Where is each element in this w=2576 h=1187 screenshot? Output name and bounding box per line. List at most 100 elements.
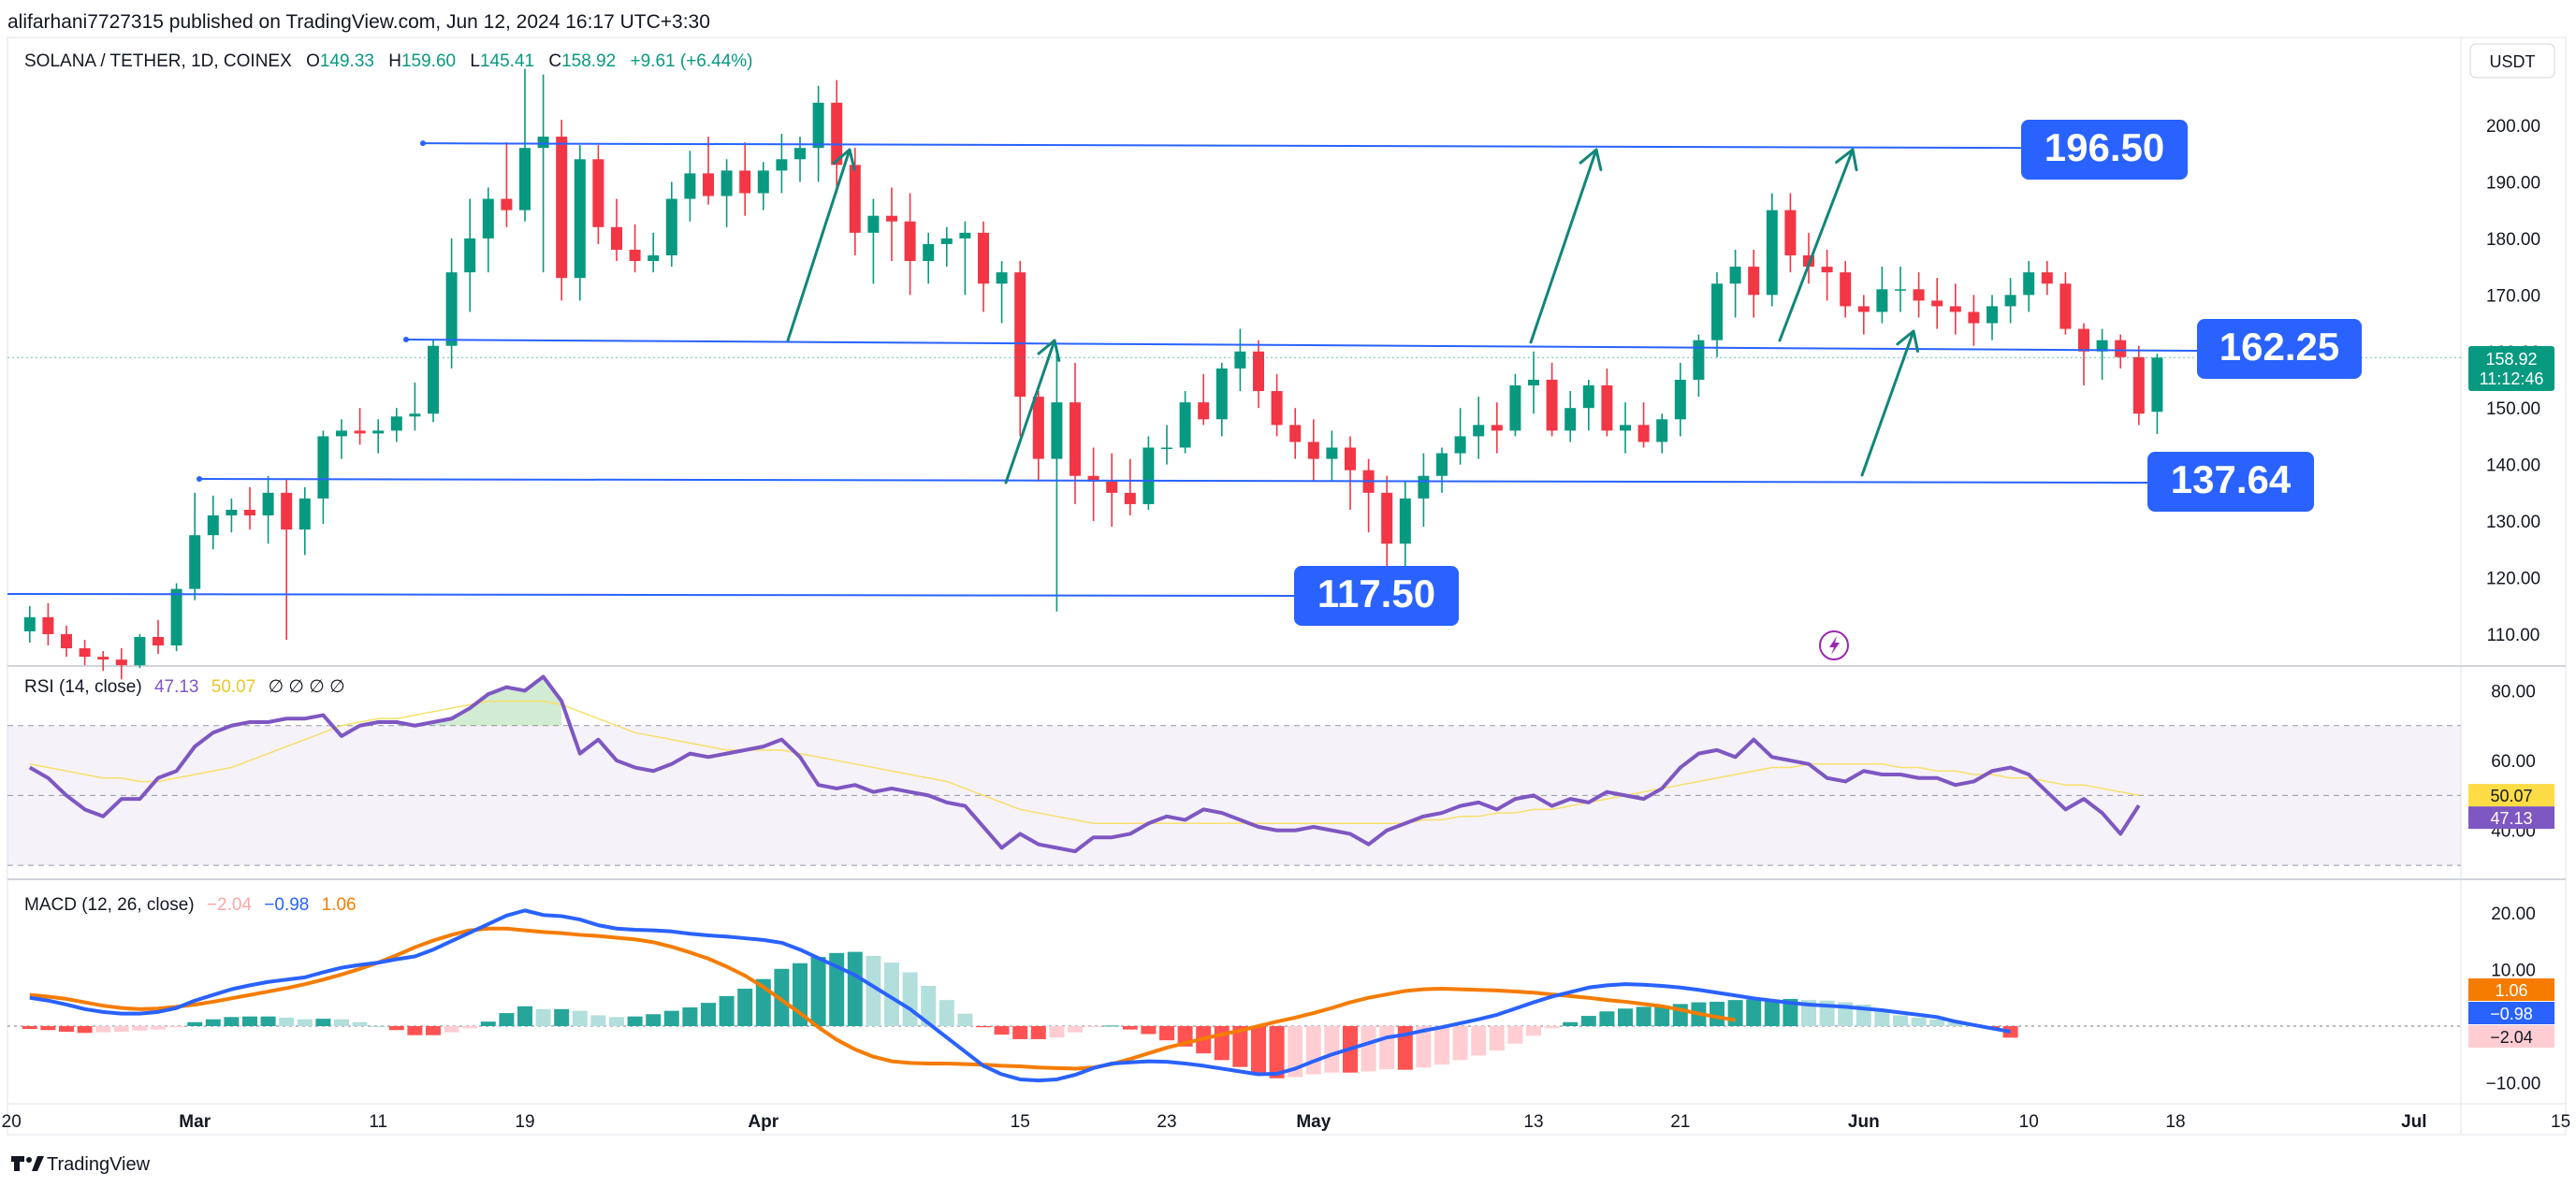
candle (923, 232, 935, 284)
candle-body (1399, 498, 1411, 544)
candle-body (464, 238, 476, 273)
rsi-ma-tag-text: 50.07 (2490, 787, 2532, 805)
candle (574, 145, 586, 301)
tradingview-logo: TradingView (11, 1154, 151, 1175)
macd-histogram-bar (1489, 1026, 1505, 1051)
candle (1491, 402, 1503, 454)
candle-body (1949, 306, 1961, 312)
trend-arrow (1778, 148, 1858, 342)
macd-histogram-bar (810, 957, 826, 1026)
candle-body (1345, 447, 1356, 470)
time-tick-label: May (1296, 1112, 1331, 1132)
candle (1748, 249, 1760, 318)
candle-body (79, 648, 91, 658)
svg-text:SOLANA / TETHER, 1D, COINEX: SOLANA / TETHER, 1D, COINEX O149.33 H159… (24, 51, 753, 71)
macd-signal-tag-box (2468, 978, 2554, 1001)
candle-body (978, 232, 989, 284)
macd-histogram-bar (829, 952, 845, 1026)
candle-body (1509, 385, 1521, 431)
candle (537, 74, 549, 273)
macd-histogram-bar (572, 1010, 588, 1026)
candle (2004, 278, 2016, 324)
candle-body (629, 249, 641, 262)
candle (390, 408, 402, 442)
macd-histogram-bar (627, 1016, 643, 1026)
candle (115, 648, 127, 680)
candle (2132, 345, 2145, 426)
level-line-117 (7, 593, 1295, 597)
currency-button[interactable]: USDT (2469, 43, 2555, 79)
macd-histogram-bar (113, 1026, 129, 1033)
macd-histogram-bar (315, 1019, 331, 1026)
candle (886, 187, 897, 262)
candle (1968, 295, 1980, 346)
candle-body (189, 535, 201, 589)
candle (1106, 453, 1118, 528)
lightning-icon[interactable] (1819, 630, 1849, 660)
candle (1307, 419, 1319, 482)
candle (2078, 323, 2089, 386)
candle-body (720, 170, 733, 196)
candle (336, 419, 347, 459)
candle-body (923, 243, 935, 262)
candle (207, 495, 219, 550)
candle-body (904, 221, 916, 262)
macd-histogram-bar (1305, 1026, 1321, 1075)
rsi-value: 47.13 (154, 677, 199, 697)
candle (317, 430, 329, 525)
trend-arrows (786, 148, 1920, 485)
macd-histogram-bar (1874, 1009, 1890, 1026)
macd-histogram-bar (407, 1026, 423, 1035)
candle-body (1014, 272, 1026, 398)
candle-body (1784, 210, 1797, 256)
candle (1729, 249, 1741, 318)
macd-histogram-bar (260, 1016, 276, 1026)
arrow-shaft (1529, 148, 1598, 344)
candle (1949, 283, 1961, 335)
candle-body (1473, 425, 1485, 437)
candle-body (556, 137, 568, 279)
macd-histogram-bar (1214, 1026, 1230, 1061)
candle-body (794, 148, 806, 160)
candle (1454, 408, 1466, 465)
candle-body (317, 436, 329, 499)
candle-body (831, 102, 843, 166)
candle-body (153, 636, 164, 646)
candle-body (1381, 492, 1393, 544)
candle-body (1656, 419, 1668, 442)
macd-histogram-bar (1416, 1026, 1432, 1068)
candle (2023, 261, 2035, 312)
candle-body (482, 198, 494, 239)
macd-histogram-bar (517, 1006, 532, 1026)
candle-body (1051, 402, 1063, 459)
candle (1913, 272, 1925, 318)
candle (1582, 379, 1594, 431)
rsi-line (28, 674, 2141, 854)
brand-name: TradingView (47, 1154, 151, 1175)
candle (978, 221, 989, 312)
candle (1711, 272, 1723, 357)
macd-histogram-bar (480, 1021, 496, 1026)
candle (2059, 272, 2072, 335)
candle (501, 142, 513, 227)
price-tick-label: 170.00 (2486, 286, 2540, 306)
time-tick-label: 15 (1011, 1112, 1030, 1132)
macd-histogram-bar (1727, 1000, 1743, 1026)
open-value: 149.33 (320, 51, 374, 71)
macd-histogram-bar (151, 1026, 166, 1030)
time-tick-label: 23 (1157, 1112, 1176, 1132)
candle-body (409, 413, 421, 417)
macd-histogram-bar (1599, 1011, 1615, 1026)
candle-body (519, 148, 531, 210)
candle-body (1234, 351, 1246, 369)
candle-body (2078, 328, 2089, 352)
macd-histogram-bar (334, 1019, 349, 1026)
candle-body (170, 588, 182, 646)
arrow-shaft (1778, 148, 1855, 342)
close-value: 158.92 (561, 51, 616, 71)
candle (42, 602, 54, 646)
candle-body (1271, 391, 1283, 426)
arrow-head (1835, 148, 1858, 172)
level-label: 137.64 (2147, 452, 2314, 512)
